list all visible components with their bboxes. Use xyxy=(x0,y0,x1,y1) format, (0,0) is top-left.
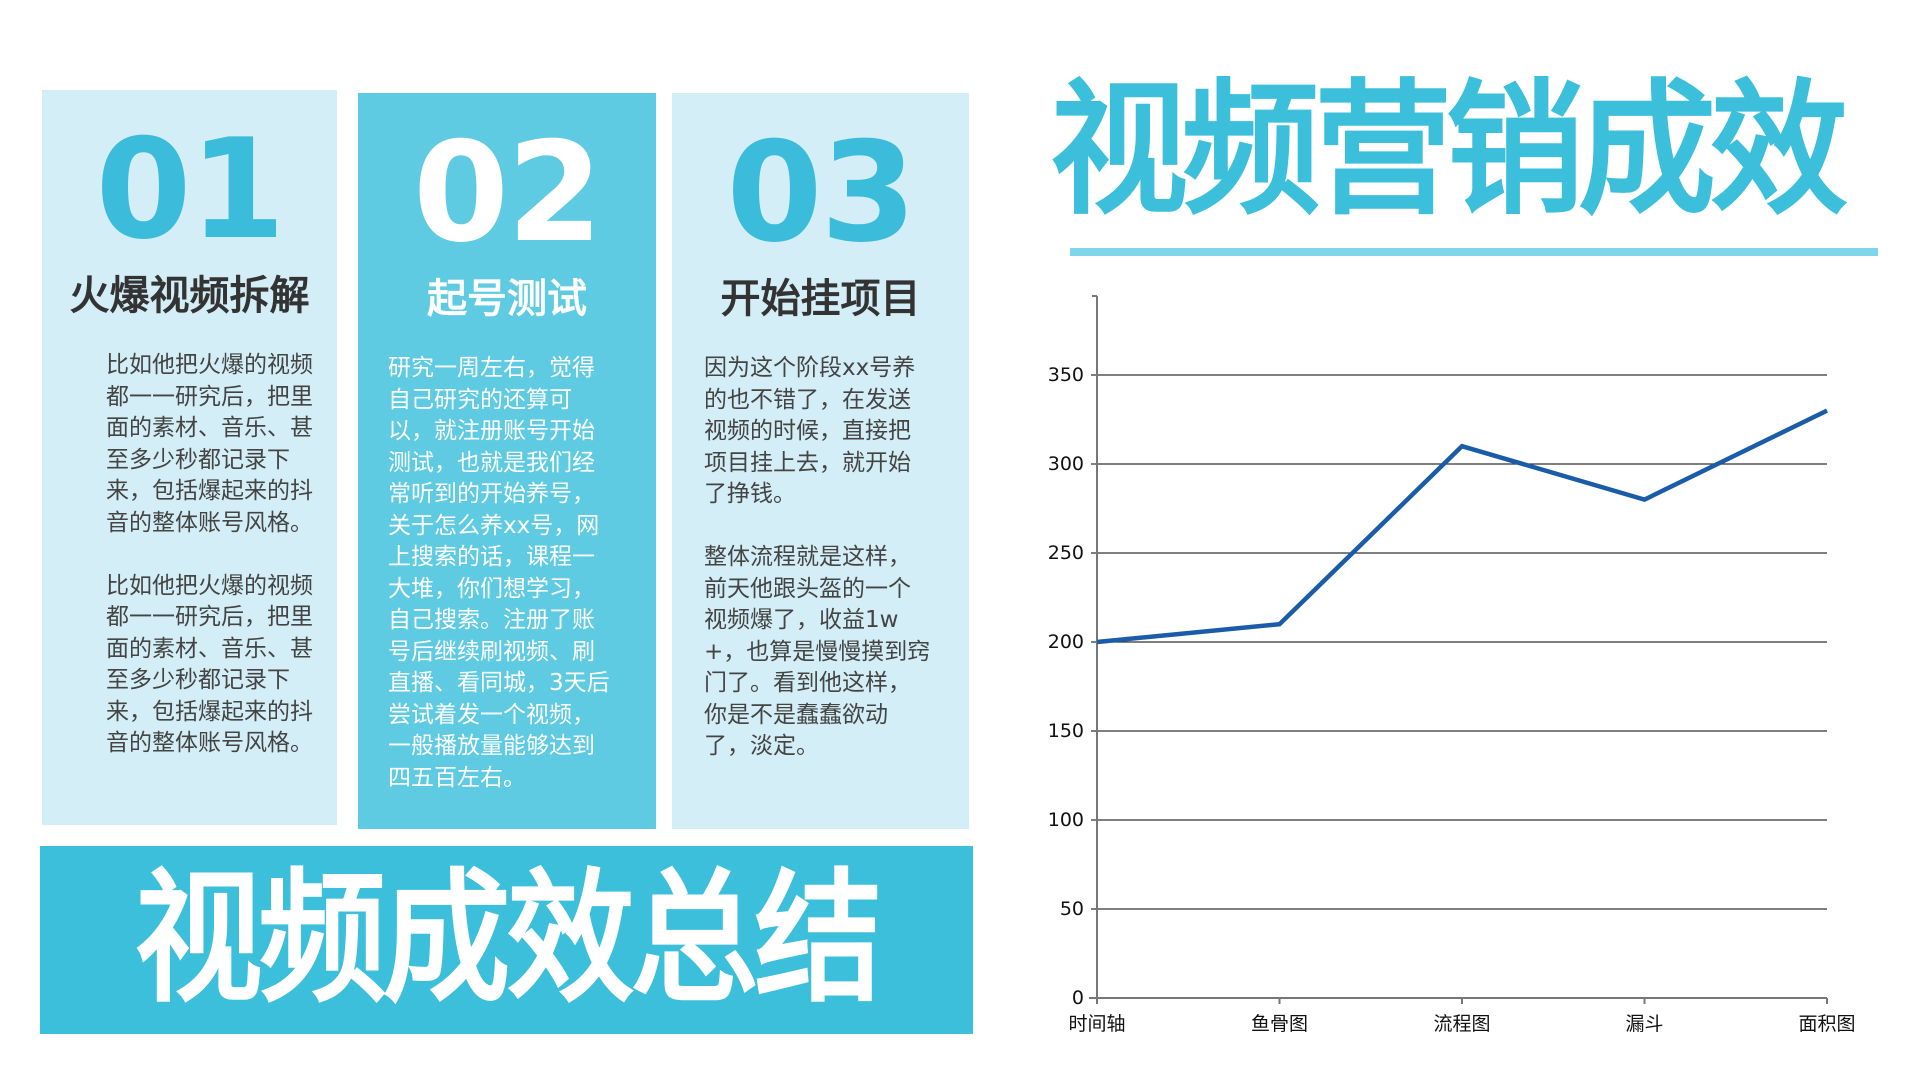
step-panel-3: 03 开始挂项目 因为这个阶段xx号养 的也不错了，在发送 视频的时候，直接把 … xyxy=(672,93,969,829)
y-tick-label: 350 xyxy=(1047,364,1084,386)
step-body: 研究一周左右，觉得 自己研究的还算可 以，就注册账号开始 测试，也就是我们经 常… xyxy=(388,355,610,791)
step-number: 01 xyxy=(95,109,285,270)
step-body: 因为这个阶段xx号养 的也不错了，在发送 视频的时候，直接把 项目挂上去，就开始… xyxy=(704,355,931,759)
step-body: 比如他把火爆的视频 都一一研究后，把里 面的素材、音乐、甚 至多少秒都记录下 来… xyxy=(106,352,313,756)
page-title: 视频营销成效 xyxy=(1050,65,1848,235)
summary-banner: 视频成效总结 xyxy=(40,846,973,1034)
y-tick-label: 150 xyxy=(1047,720,1084,742)
x-tick-label: 鱼骨图 xyxy=(1250,1013,1308,1035)
y-tick-label: 300 xyxy=(1047,453,1084,475)
step-number: 02 xyxy=(412,112,603,273)
step-title: 开始挂项目 xyxy=(720,276,921,322)
x-tick-label: 时间轴 xyxy=(1068,1013,1126,1035)
step-number: 03 xyxy=(726,112,916,273)
x-tick-label: 流程图 xyxy=(1433,1013,1491,1035)
step-panel-2: 02 起号测试 研究一周左右，觉得 自己研究的还算可 以，就注册账号开始 测试，… xyxy=(358,93,656,829)
y-tick-label: 250 xyxy=(1047,542,1084,564)
y-tick-label: 200 xyxy=(1047,631,1084,653)
line-chart: 0 50 100 150 200 250 300 350 时间轴 鱼骨图 流程图 漏斗 面积图 xyxy=(1040,280,1920,1070)
series-line xyxy=(1096,408,1828,645)
summary-banner-title: 视频成效总结 xyxy=(134,856,882,1023)
x-tick-label: 面积图 xyxy=(1798,1013,1856,1035)
step-title: 火爆视频拆解 xyxy=(69,273,310,319)
title-underline xyxy=(1070,248,1878,256)
y-tick-label: 50 xyxy=(1059,898,1084,920)
y-tick-label: 100 xyxy=(1047,809,1084,831)
chart-plot-area xyxy=(1089,295,1828,1004)
step-panel-1: 01 火爆视频拆解 比如他把火爆的视频 都一一研究后，把里 面的素材、音乐、甚 … xyxy=(42,90,337,825)
step-title: 起号测试 xyxy=(427,276,587,322)
x-tick-label: 漏斗 xyxy=(1625,1013,1664,1035)
y-tick-label: 0 xyxy=(1071,987,1084,1009)
